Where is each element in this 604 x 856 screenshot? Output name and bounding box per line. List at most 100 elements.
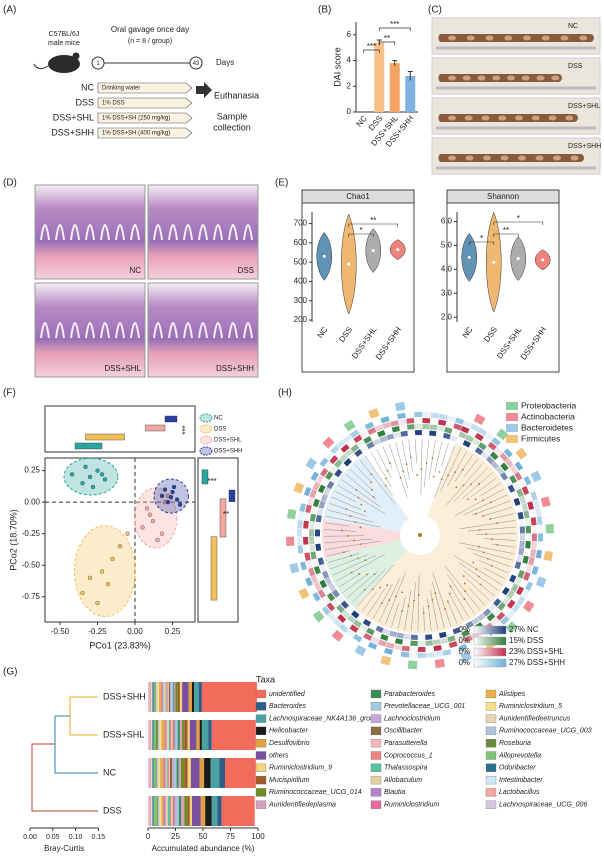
heatmap-cell — [379, 435, 388, 443]
branch — [397, 597, 406, 629]
heatmap-cell — [517, 569, 525, 579]
heatmap-cell — [535, 549, 543, 559]
crypt — [70, 322, 80, 339]
heatmap-cell — [450, 646, 460, 654]
colon-spot — [492, 75, 501, 81]
heatmap-cell — [454, 632, 463, 640]
bar-segment — [153, 796, 157, 826]
heatmap-cell — [315, 537, 320, 544]
heatmap-cell — [330, 474, 339, 484]
heatmap-cell — [309, 529, 315, 537]
heatmap-cell — [532, 499, 540, 509]
panel-label: (D) — [3, 178, 17, 189]
point — [155, 537, 160, 543]
heatmap-cell — [506, 609, 516, 619]
heatmap-cell — [325, 471, 334, 481]
branch — [372, 583, 393, 619]
significance: *** — [207, 477, 216, 486]
heatmap-cell — [336, 595, 345, 604]
x-tick-label: 0.10 — [69, 834, 83, 841]
heatmap-cell — [504, 478, 512, 487]
bar-segment — [225, 758, 256, 788]
node — [490, 538, 493, 540]
heatmap-cell — [425, 634, 433, 640]
heatmap-cell — [524, 548, 530, 556]
heatmap-cell — [315, 543, 322, 551]
bar-segment — [181, 758, 185, 788]
outer-ring — [535, 576, 547, 588]
legend-label: others — [269, 752, 289, 759]
bar-segment — [174, 720, 176, 750]
legend-label: Ruminiclostridium — [384, 802, 439, 809]
outer-ring — [380, 655, 392, 666]
node — [354, 521, 357, 524]
branch — [447, 451, 468, 487]
node — [482, 551, 485, 554]
point — [117, 544, 123, 549]
branch — [341, 479, 381, 508]
bar-segment — [171, 796, 174, 826]
branch — [430, 589, 439, 630]
legend-label: unidentified — [269, 691, 306, 698]
node — [475, 568, 478, 571]
scale-bar — [473, 658, 507, 668]
significance: ** — [384, 34, 390, 43]
heatmap-cell — [389, 630, 398, 638]
heatmap-cell — [313, 582, 322, 592]
node — [402, 470, 405, 473]
legend-label: Ruminococcaceae_UCG_003 — [499, 728, 592, 735]
heatmap-cell — [527, 483, 535, 493]
crypt — [115, 322, 125, 339]
box-frame — [197, 457, 239, 623]
heatmap-cell — [308, 567, 316, 577]
bar-segment — [175, 682, 178, 712]
day-label: 1 — [96, 61, 100, 67]
box — [210, 536, 218, 601]
heatmap-cell — [360, 444, 369, 453]
bar-segment — [165, 720, 167, 750]
heatmap-cell — [519, 495, 527, 505]
heatmap-cell — [339, 453, 348, 463]
legend-label: DSS+SHL — [214, 438, 242, 444]
panel-label: (B) — [318, 5, 331, 16]
significance: * — [480, 234, 483, 243]
x-axis-label: Accumulated abundance (%) — [152, 844, 255, 853]
node — [345, 508, 348, 511]
legend-label: Allobaculum — [383, 777, 422, 784]
heatmap-cell — [490, 617, 500, 626]
heatmap-cell — [400, 651, 410, 658]
node — [343, 551, 345, 554]
bar-segment — [173, 796, 175, 826]
crypt — [183, 322, 193, 339]
branch — [331, 496, 362, 510]
median — [347, 262, 351, 266]
bar-segment — [166, 720, 169, 750]
node — [385, 477, 388, 480]
box — [201, 469, 209, 485]
heatmap-cell — [315, 492, 322, 501]
heatmap-cell — [521, 589, 530, 599]
heatmap-cell — [353, 619, 362, 628]
branch — [463, 494, 508, 516]
image-label: DSS+SHL — [104, 364, 141, 373]
branch — [328, 553, 359, 563]
point — [69, 472, 75, 477]
median — [492, 260, 496, 264]
legend-label: Blautia — [384, 789, 406, 796]
clade-sector — [322, 519, 401, 559]
legend-swatch — [255, 702, 267, 711]
y-tick-label: 2 — [347, 81, 352, 90]
heatmap-cell — [425, 640, 434, 646]
bar-segment — [217, 796, 222, 826]
heatmap-cell — [369, 622, 378, 630]
node — [357, 557, 360, 560]
branch — [432, 581, 445, 628]
branch — [408, 439, 413, 472]
branch — [361, 592, 377, 612]
legend-label: Parasutterella — [384, 740, 427, 747]
x-tick-label: 0 — [146, 832, 151, 841]
node — [482, 515, 485, 517]
heatmap-cell — [449, 434, 458, 442]
heatmap-cell — [525, 564, 533, 574]
bar-segment — [170, 682, 172, 712]
